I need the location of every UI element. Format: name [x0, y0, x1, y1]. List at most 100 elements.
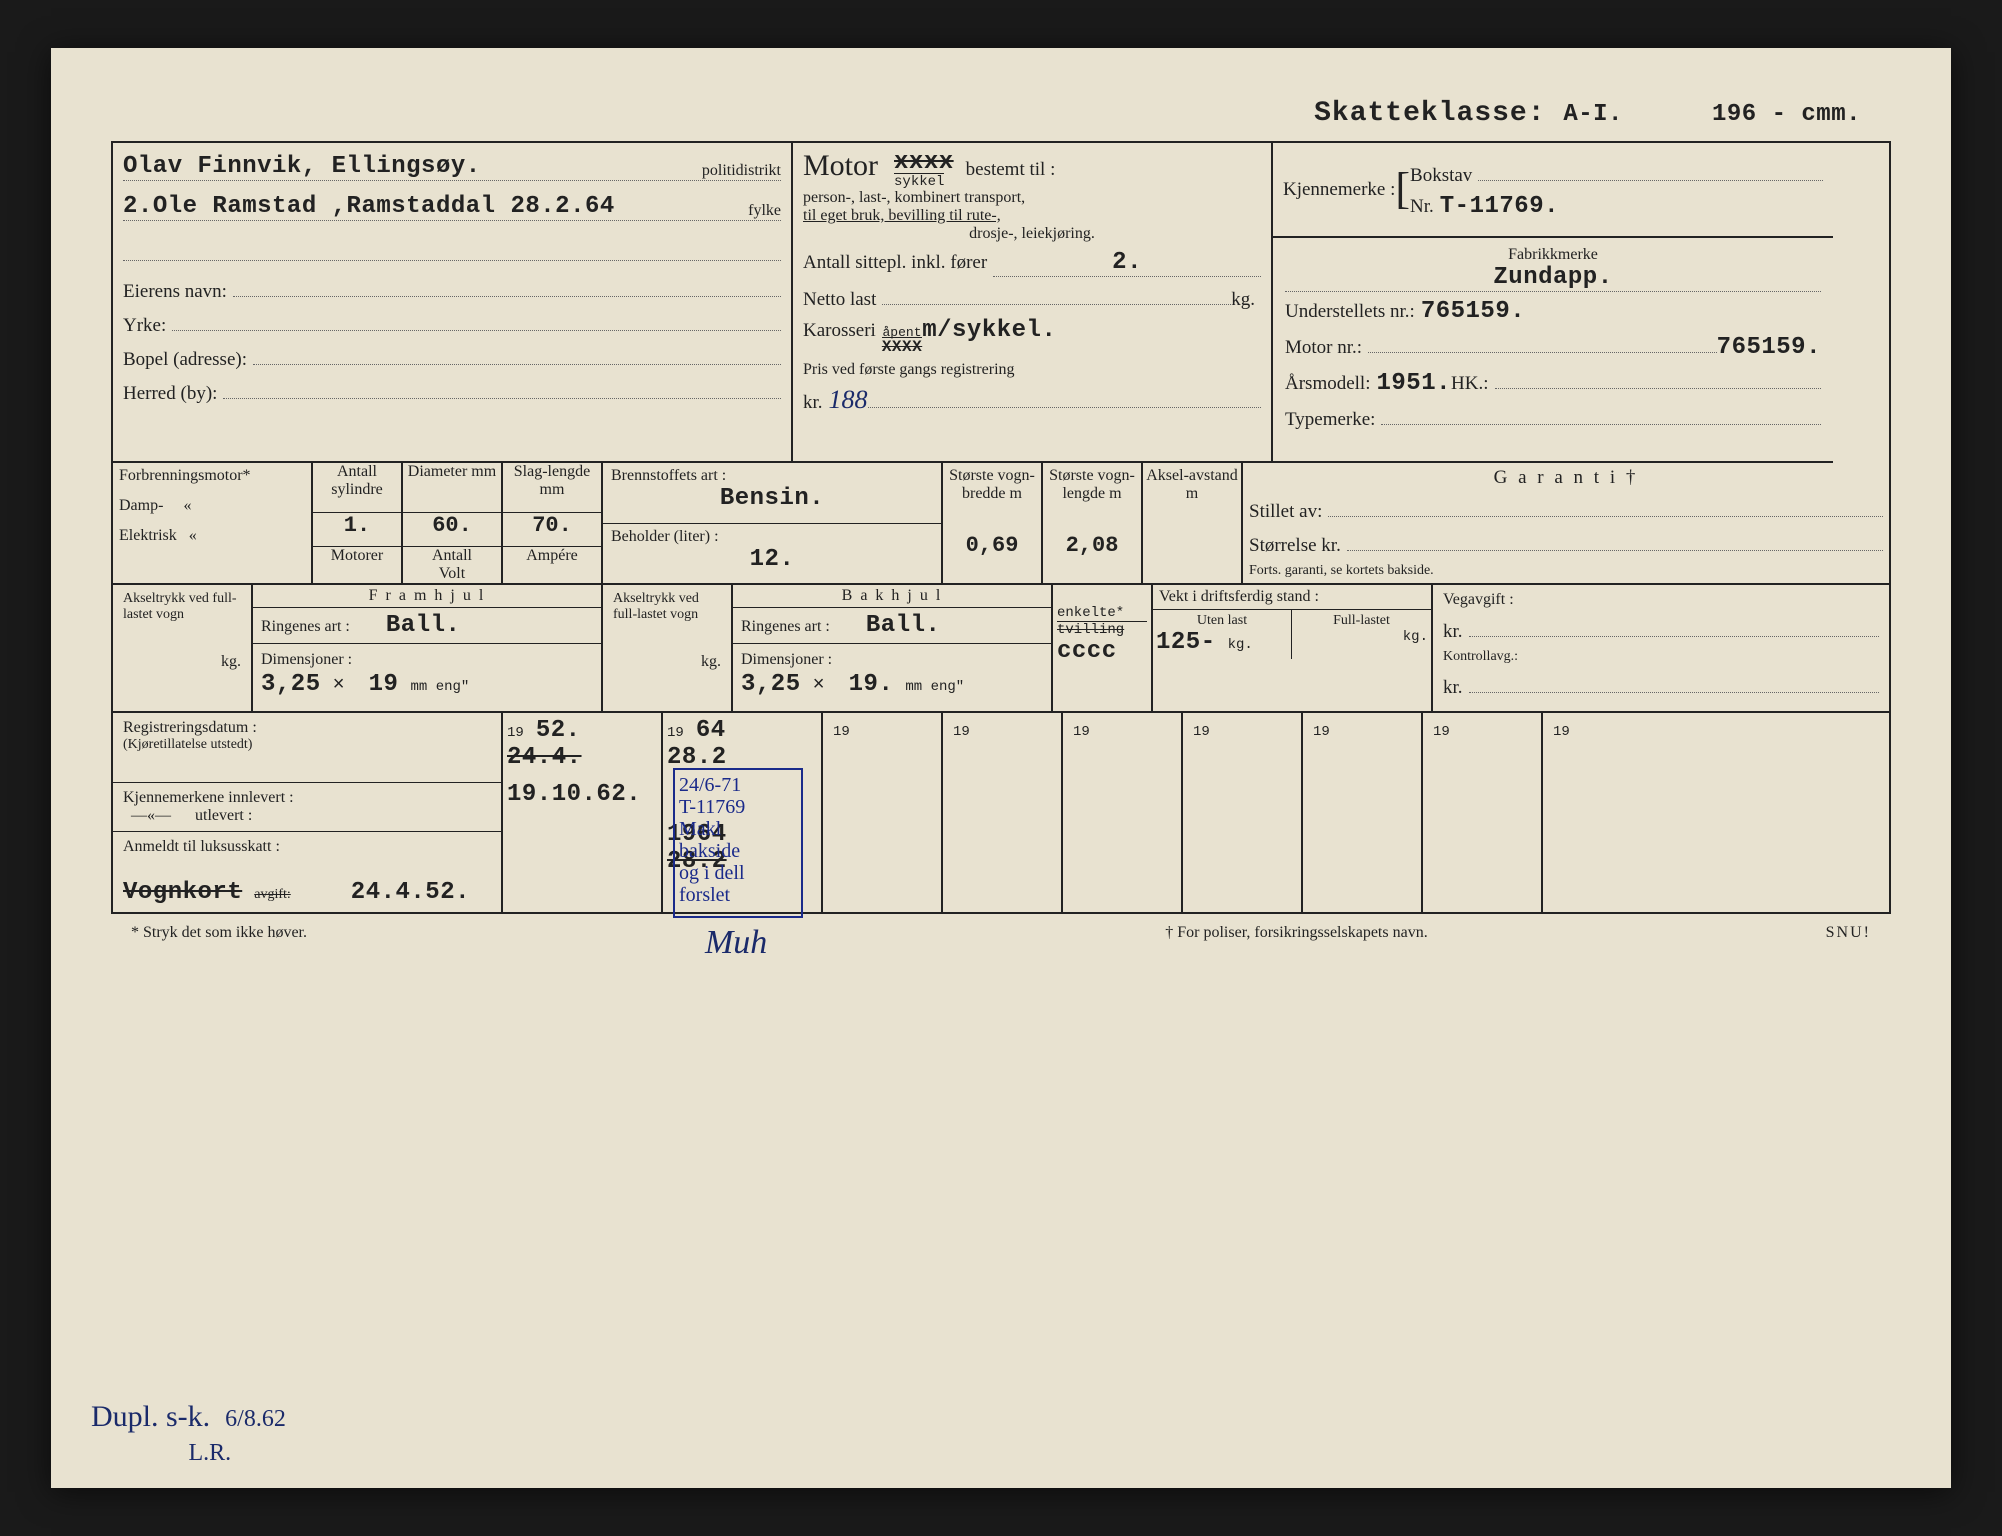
typemerke-label: Typemerke: [1285, 409, 1375, 431]
bredde-head: Største vogn-bredde m [943, 463, 1041, 533]
vognkort-date: 24.4.52. [351, 879, 470, 906]
sykkel: sykkel [894, 173, 944, 190]
footer: * Stryk det som ikke høver. Muh † For po… [111, 924, 1891, 962]
sittepl-value: 2. [993, 249, 1261, 277]
ring-bak: Ball. [866, 612, 941, 639]
dim-fram-1: 3,25 [261, 671, 321, 698]
motor-strike: xxxx [894, 149, 954, 176]
utlevert-label: utlevert : [195, 807, 252, 824]
reg-year-1: 52. [536, 717, 581, 744]
brennstoff-label: Brennstoffets art : [611, 467, 933, 485]
skatteklasse-label: Skatteklasse: [1314, 98, 1545, 129]
garanti-title: G a r a n t i † [1249, 467, 1883, 489]
signature: Muh [705, 924, 767, 962]
nr-label: Nr. [1410, 196, 1434, 218]
pris-kr: kr. [803, 392, 823, 414]
registration-dates: Registreringsdatum : (Kjøretillatelse ut… [113, 713, 1889, 912]
reg-year-2: 64 [696, 717, 726, 744]
tvilling-strike: cccc [1057, 638, 1147, 665]
diameter-val: 60. [403, 513, 501, 547]
main-form: Olav Finnvik, Ellingsøy. politidistrikt … [111, 141, 1891, 914]
motor-section: Motor xxxx sykkel bestemt til : person-,… [793, 143, 1273, 463]
vognkort-label: Vognkort [123, 879, 242, 906]
uten-last-val: 125- [1156, 629, 1216, 656]
akseltrykk-fram-label: Akseltrykk ved full-lastet vogn [123, 591, 241, 623]
politidistrikt-label: politidistrikt [702, 162, 781, 180]
ring-fram: Ball. [386, 612, 461, 639]
pris-label: Pris ved første gangs registrering [803, 361, 1261, 379]
aksel-head: Aksel-avstand m [1143, 463, 1241, 533]
damp-label: Damp- [119, 497, 163, 514]
corner-handwriting: Dupl. s-k. 6/8.62 L.R. [91, 1400, 286, 1468]
reg-date-2: 28.2 [667, 744, 817, 771]
vegavgift-title: Vegavgift : [1443, 591, 1879, 609]
reg-sub: (Kjøretillatelse utstedt) [123, 737, 491, 753]
stillet-label: Stillet av: [1249, 501, 1322, 523]
netto-unit: kg. [1231, 289, 1255, 311]
forts-label: Forts. garanti, se kortets bakside. [1249, 563, 1883, 579]
lengde-head: Største vogn-lengde m [1043, 463, 1141, 533]
stryk-note: * Stryk det som ikke høver. [131, 924, 307, 962]
lengde-val: 2,08 [1043, 533, 1141, 558]
arsmodell-label: Årsmodell: [1285, 373, 1371, 395]
motor-opt3: drosje-, leiekjøring. [803, 225, 1261, 243]
wheels-row: Akseltrykk ved full-lastet vogn kg. F r … [113, 585, 1889, 713]
yrke-label: Yrke: [123, 315, 166, 337]
bopel-label: Bopel (adresse): [123, 349, 247, 371]
framhjul-title: F r a m h j u l [253, 585, 601, 608]
ampere-head: Ampére [503, 547, 601, 565]
pris-value: 188 [829, 385, 868, 415]
owner-section: Olav Finnvik, Ellingsøy. politidistrikt … [113, 143, 793, 463]
fabrikkmerke-label: Fabrikkmerke [1285, 246, 1821, 264]
fylke-label: fylke [748, 202, 781, 220]
kontroll-label: Kontrollavg.: [1443, 649, 1879, 665]
dim-bak-1: 3,25 [741, 671, 801, 698]
owner-line2: Ole Ramstad ,Ramstaddal 28.2.64 [153, 193, 615, 220]
dim-fram-2: 19 [369, 671, 399, 698]
bakhjul-title: B a k h j u l [733, 585, 1051, 608]
brennstoff-value: Bensin. [611, 485, 933, 512]
sylindre-head: Antall sylindre [313, 463, 401, 513]
snu-label: SNU! [1826, 924, 1871, 962]
dim-bak-2: 19. [849, 671, 894, 698]
netto-label: Netto last [803, 289, 876, 311]
innlevert-date: 19.10.62. [507, 781, 657, 808]
slag-val: 70. [503, 513, 601, 547]
sylindre-val: 1. [313, 513, 401, 547]
motor-title: Motor [803, 149, 878, 182]
diameter-head: Diameter mm [403, 463, 501, 513]
anmeldt-label: Anmeldt til luksusskatt : [123, 838, 491, 856]
understell-value: 765159. [1421, 298, 1525, 325]
slag-head: Slag-lengde mm [503, 463, 601, 513]
full-lastet-label: Full-lastet [1295, 613, 1428, 629]
kjennemerke-section: Kjennemerke : [ Bokstav Nr. T-11769. Fab… [1273, 143, 1833, 463]
cc-value: 196 - cmm. [1712, 101, 1861, 128]
motor-nr-value: 765159. [1717, 334, 1821, 361]
vekt-title: Vekt i driftsferdig stand : [1153, 585, 1431, 610]
motor-nr-label: Motor nr.: [1285, 337, 1362, 359]
uten-last-label: Uten last [1156, 613, 1288, 629]
herred-label: Herred (by): [123, 383, 217, 405]
motorer-head: Motorer [313, 547, 401, 565]
beholder-label: Beholder (liter) : [611, 528, 933, 546]
skatteklasse-value: A-I. [1563, 101, 1623, 128]
karosseri-label: Karosseri [803, 320, 876, 342]
bokstav-label: Bokstav [1410, 165, 1472, 187]
storrelse-label: Størrelse kr. [1249, 535, 1341, 557]
engine-specs: Forbrenningsmotor* Damp- « Elektrisk « A… [113, 463, 1889, 585]
fabrikkmerke-value: Zundapp. [1285, 264, 1821, 292]
bestemt-label: bestemt til : [966, 159, 1056, 180]
understell-label: Understellets nr.: [1285, 301, 1415, 323]
sittepl-label: Antall sittepl. inkl. fører [803, 252, 987, 274]
akseltrykk-bak-label: Akseltrykk ved full-lastet vogn [613, 591, 721, 623]
innlevert-label: Kjennemerkene innlevert : [123, 789, 491, 807]
arsmodell-value: 1951. [1377, 370, 1452, 397]
blue-annotation-box: 24/6-71 T-11769 Makl bakside og i dell f… [673, 768, 803, 918]
registration-card: Skatteklasse: A-I. 196 - cmm. Olav Finnv… [51, 48, 1951, 1488]
header: Skatteklasse: A-I. 196 - cmm. [111, 98, 1891, 129]
karosseri-value: m/sykkel. [922, 317, 1056, 344]
kjennemerke-label: Kjennemerke : [1283, 179, 1395, 201]
poliser-note: † For poliser, forsikringsselskapets nav… [1165, 924, 1427, 962]
elektrisk-label: Elektrisk [119, 527, 177, 544]
hk-label: HK.: [1451, 373, 1488, 395]
